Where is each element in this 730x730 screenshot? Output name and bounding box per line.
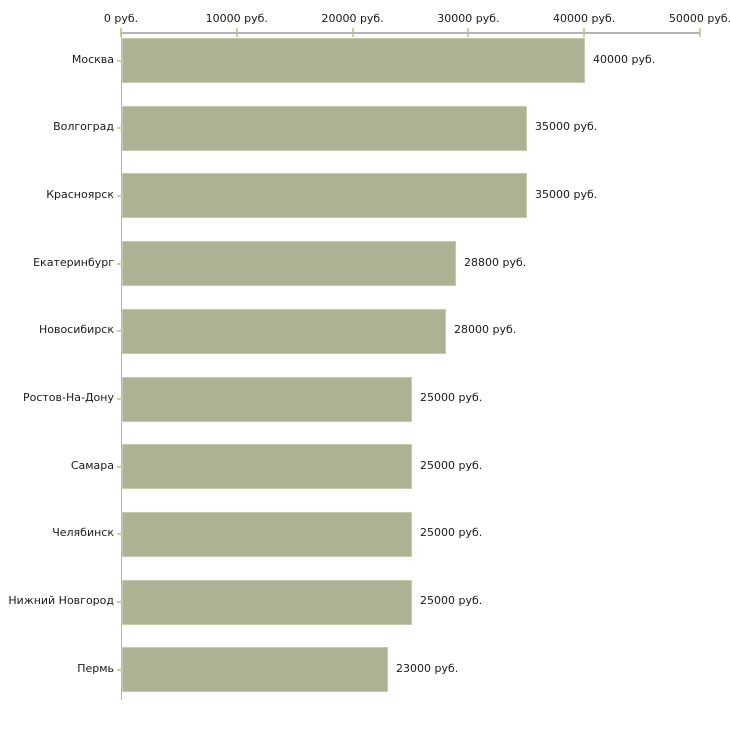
y-axis-tick bbox=[117, 194, 125, 197]
category-label: Новосибирск bbox=[38, 323, 114, 337]
category-label: Самара bbox=[70, 458, 114, 472]
x-axis-tick-label: 20000 руб. bbox=[321, 12, 384, 25]
x-axis-tick-label: 0 руб. bbox=[103, 12, 139, 25]
x-axis-line bbox=[121, 32, 700, 34]
bar-value-label: 35000 руб. bbox=[535, 187, 598, 201]
y-axis-tick bbox=[117, 601, 125, 604]
bar-value-label: 28800 руб. bbox=[464, 255, 527, 269]
category-label: Пермь bbox=[77, 661, 114, 675]
category-label: Нижний Новгород bbox=[8, 594, 114, 608]
bar bbox=[122, 376, 412, 422]
y-axis-tick bbox=[117, 668, 125, 671]
y-axis-tick bbox=[117, 465, 125, 468]
category-label: Волгоград bbox=[53, 120, 114, 134]
y-axis-tick bbox=[117, 262, 125, 265]
y-axis-line bbox=[121, 32, 122, 700]
x-axis-tick-label: 50000 руб. bbox=[668, 12, 730, 25]
y-axis-tick bbox=[117, 330, 125, 333]
bar bbox=[122, 511, 412, 557]
bar-value-label: 28000 руб. bbox=[454, 323, 517, 337]
bar bbox=[122, 444, 412, 490]
y-axis-tick bbox=[117, 59, 125, 62]
x-axis-tick-label: 10000 руб. bbox=[205, 12, 268, 25]
y-axis-tick bbox=[117, 398, 125, 400]
bar-value-label: 25000 руб. bbox=[420, 458, 483, 472]
bar-value-label: 25000 руб. bbox=[420, 594, 483, 608]
bar-value-label: 25000 руб. bbox=[420, 526, 483, 540]
bar bbox=[122, 241, 456, 287]
x-axis-tick bbox=[699, 28, 701, 37]
category-label: Ростов-На-Дону bbox=[22, 391, 114, 404]
x-axis-tick-label: 40000 руб. bbox=[553, 12, 616, 25]
bar bbox=[122, 647, 388, 693]
bar bbox=[122, 173, 527, 219]
bar-value-label: 35000 руб. bbox=[535, 120, 598, 134]
bar bbox=[122, 105, 527, 151]
category-label: Москва bbox=[71, 52, 114, 66]
category-label: Красноярск bbox=[46, 187, 114, 201]
bar bbox=[122, 579, 412, 625]
bar-value-label: 25000 руб. bbox=[420, 391, 483, 404]
bar-value-label: 40000 руб. bbox=[593, 52, 656, 66]
category-label: Челябинск bbox=[52, 526, 114, 540]
y-axis-tick bbox=[117, 127, 125, 130]
category-label: Екатеринбург bbox=[33, 255, 114, 269]
x-axis-tick-label: 30000 руб. bbox=[437, 12, 500, 25]
bar bbox=[122, 38, 585, 83]
bar bbox=[122, 308, 446, 354]
bar-value-label: 23000 руб. bbox=[396, 661, 459, 675]
y-axis-tick bbox=[117, 533, 125, 536]
